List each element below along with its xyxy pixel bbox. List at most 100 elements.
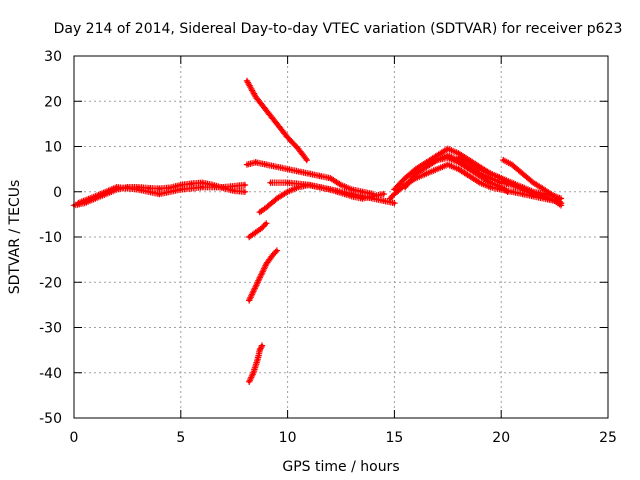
data-point	[245, 163, 249, 167]
data-point	[531, 181, 535, 185]
data-point	[478, 167, 482, 171]
series-markers	[243, 77, 310, 164]
data-point	[115, 185, 119, 189]
data-point	[260, 271, 264, 275]
series-track-2	[75, 181, 249, 207]
series-track-6	[267, 179, 387, 202]
data-point	[286, 181, 290, 185]
data-point	[360, 196, 364, 201]
x-tick-label: 25	[599, 430, 617, 446]
data-point	[251, 371, 255, 375]
y-tick-label: 20	[44, 94, 62, 110]
data-point	[328, 176, 332, 180]
data-point	[157, 192, 161, 196]
data-point	[392, 201, 396, 205]
data-point	[501, 158, 505, 162]
data-point	[268, 181, 273, 185]
x-tick-labels: 0 5 10 15 20 25	[70, 430, 617, 446]
data-point	[296, 147, 300, 151]
series-track-14	[500, 156, 565, 207]
data-point	[318, 174, 322, 178]
data-point	[510, 183, 514, 187]
data-point	[360, 190, 364, 194]
x-tick-label: 5	[176, 430, 185, 446]
data-point	[286, 167, 290, 171]
data-point	[200, 185, 204, 189]
data-point	[147, 186, 151, 190]
chart-title: Day 214 of 2014, Sidereal Day-to-day VTE…	[54, 21, 623, 37]
y-tick-label: 10	[44, 140, 62, 156]
data-point	[200, 181, 204, 185]
data-point	[382, 199, 386, 203]
data-point	[506, 190, 510, 194]
series-track-9	[246, 342, 266, 385]
data-point	[264, 262, 268, 266]
y-tick-label: -50	[39, 411, 62, 427]
data-point	[488, 181, 493, 185]
data-point	[510, 190, 514, 194]
series-markers	[246, 342, 266, 385]
series-markers	[246, 247, 281, 304]
data-point	[414, 172, 418, 176]
data-point	[435, 158, 439, 162]
data-point	[499, 185, 503, 189]
data-point	[446, 154, 450, 158]
data-point	[382, 192, 386, 196]
data-point	[521, 192, 525, 196]
data-point	[553, 199, 557, 203]
data-point	[243, 190, 247, 194]
plot-frame	[73, 55, 609, 419]
data-point	[456, 158, 461, 162]
series-track-3	[243, 77, 310, 164]
data-point	[264, 163, 268, 167]
data-point	[168, 186, 172, 190]
data-point	[456, 151, 461, 155]
data-point	[499, 176, 503, 180]
data-point	[305, 158, 309, 162]
series-track-15	[423, 152, 565, 209]
data-point	[264, 206, 268, 210]
data-point	[435, 154, 439, 158]
data-point	[275, 196, 279, 201]
data-point	[456, 167, 461, 171]
data-point	[371, 194, 375, 198]
data-point	[435, 167, 439, 171]
data-point	[286, 135, 290, 139]
y-tick-label: -40	[39, 366, 62, 382]
series-track-4	[243, 159, 377, 198]
data-point	[488, 185, 493, 189]
series-track-7	[246, 220, 270, 241]
data-point	[339, 183, 343, 187]
data-point	[256, 280, 260, 284]
data-point	[350, 194, 354, 198]
data-point	[93, 194, 97, 198]
data-point	[542, 187, 546, 192]
data-point	[542, 194, 546, 198]
data-point	[254, 160, 258, 164]
data-point	[467, 160, 471, 164]
data-point	[189, 182, 194, 186]
data-point	[275, 122, 279, 126]
y-tick-label: 30	[44, 49, 62, 65]
data-point	[254, 230, 258, 235]
y-tick-labels: -50 -40 -30 -20 -10 0 10 20 30	[39, 49, 62, 427]
data-point	[254, 95, 258, 99]
data-point	[307, 183, 311, 187]
data-point	[424, 172, 428, 176]
series-track-8	[246, 247, 281, 304]
data-point	[232, 189, 236, 193]
data-point	[221, 185, 226, 189]
data-point	[478, 172, 482, 176]
data-point	[275, 249, 279, 253]
data-point	[446, 147, 450, 151]
data-point	[488, 172, 493, 176]
data-point	[531, 192, 535, 196]
data-point	[264, 108, 268, 112]
data-point	[521, 187, 525, 192]
data-series	[70, 77, 565, 385]
data-point	[179, 183, 183, 187]
data-point	[76, 201, 80, 205]
data-point	[264, 221, 268, 225]
x-tick-label: 20	[492, 430, 510, 446]
